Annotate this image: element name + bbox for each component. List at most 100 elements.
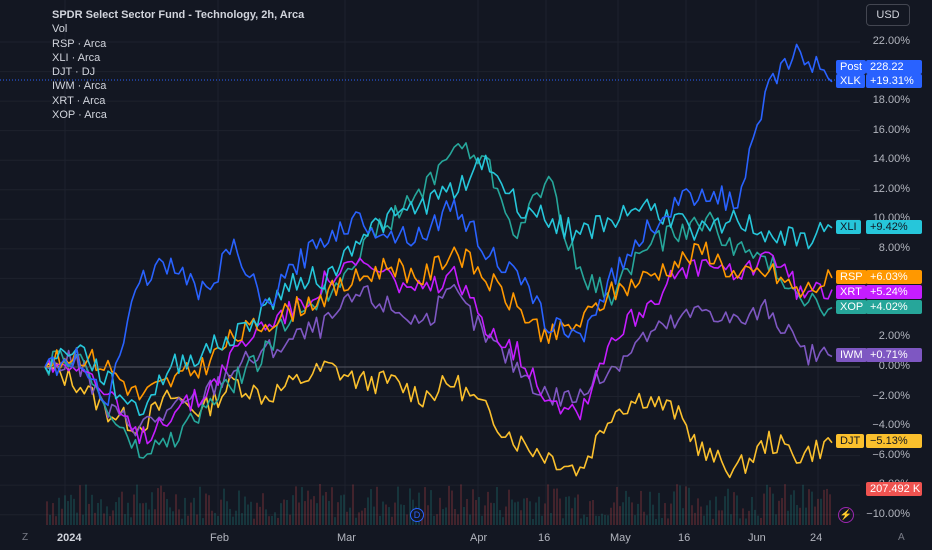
volume-bar xyxy=(328,500,330,525)
volume-bar xyxy=(301,487,303,525)
volume-bar xyxy=(787,510,789,525)
volume-bar xyxy=(136,484,138,525)
volume-bar xyxy=(772,493,774,525)
y-tick-label: 16.00% xyxy=(872,123,910,136)
volume-bar xyxy=(382,501,384,525)
volume-bar xyxy=(550,512,552,525)
volume-bar xyxy=(589,501,591,525)
series-value-tag-xrt: +5.24% xyxy=(866,285,922,299)
event-marker-d[interactable]: D xyxy=(410,508,424,522)
volume-bar xyxy=(667,518,669,525)
volume-bar xyxy=(661,517,663,525)
volume-bar xyxy=(751,497,753,525)
volume-bar xyxy=(685,486,687,525)
legend-item-rsp[interactable]: RSP · Arca xyxy=(52,37,107,50)
volume-bar xyxy=(703,515,705,525)
series-value-tag-xlk: +19.31% xyxy=(866,74,922,88)
bolt-icon[interactable]: ⚡ xyxy=(838,507,854,523)
volume-bar xyxy=(73,498,75,525)
volume-bar xyxy=(151,492,153,525)
series-line-xrt xyxy=(44,251,833,445)
volume-bar xyxy=(520,510,522,525)
volume-bar xyxy=(82,514,84,525)
volume-bar xyxy=(700,506,702,525)
currency-button[interactable]: USD xyxy=(866,4,910,26)
volume-bar xyxy=(697,498,699,525)
volume-bar xyxy=(640,490,642,525)
series-value-tag-djt: −5.13% xyxy=(866,434,922,448)
volume-bar xyxy=(658,492,660,525)
volume-bar xyxy=(604,514,606,525)
x-tick-label: Apr xyxy=(470,532,488,544)
volume-bar xyxy=(235,510,237,525)
volume-bar xyxy=(619,506,621,525)
legend-item-xli[interactable]: XLI · Arca xyxy=(52,51,101,64)
volume-bar xyxy=(718,510,720,525)
volume-bar xyxy=(541,515,543,525)
post-price-value-tag: 228.22 xyxy=(866,60,922,74)
volume-value: 207.492 K xyxy=(870,483,921,495)
x-tick-label: May xyxy=(610,532,631,544)
volume-bar xyxy=(733,492,735,525)
volume-bar xyxy=(388,507,390,525)
volume-bar xyxy=(709,500,711,525)
volume-bar xyxy=(106,506,108,525)
volume-bar xyxy=(469,514,471,525)
volume-bar xyxy=(655,518,657,525)
volume-bar xyxy=(400,504,402,525)
volume-bar xyxy=(178,509,180,525)
volume-bar xyxy=(406,514,408,525)
volume-bar xyxy=(754,509,756,525)
x-tick-label: 2024 xyxy=(57,532,82,544)
volume-bar xyxy=(592,499,594,525)
volume-bar xyxy=(775,514,777,525)
volume-bar xyxy=(76,512,78,525)
volume-bar xyxy=(376,486,378,525)
volume-bar xyxy=(562,518,564,525)
legend-item-xrt[interactable]: XRT · Arca xyxy=(52,94,106,107)
volume-bar xyxy=(67,501,69,525)
volume-bar xyxy=(490,502,492,525)
timezone-toggle[interactable]: Z xyxy=(22,532,29,543)
volume-bar xyxy=(193,497,195,525)
volume-bar xyxy=(712,518,714,525)
volume-bar xyxy=(637,503,639,525)
volume-bar xyxy=(532,518,534,525)
x-tick-label: Feb xyxy=(210,532,229,544)
volume-bar xyxy=(160,485,162,525)
volume-bar xyxy=(325,491,327,525)
volume-bar xyxy=(436,514,438,525)
volume-bar xyxy=(286,499,288,525)
y-tick-label: 18.00% xyxy=(872,94,910,107)
auto-scale-toggle[interactable]: A xyxy=(898,532,905,543)
series-line-rsp xyxy=(44,241,833,401)
volume-bar xyxy=(742,508,744,525)
volume-bar xyxy=(499,510,501,525)
volume-bar xyxy=(463,506,465,525)
y-tick-label: 0.00% xyxy=(878,360,910,372)
volume-bar xyxy=(226,501,228,525)
volume-bar xyxy=(643,511,645,525)
volume-bar xyxy=(280,503,282,525)
volume-bar xyxy=(826,488,828,525)
series-line-djt xyxy=(44,360,833,479)
event-marker-label: D xyxy=(413,510,421,520)
series-value-tag-xop: +4.02% xyxy=(866,300,922,314)
volume-bar xyxy=(706,505,708,525)
volume-bar xyxy=(58,497,60,525)
legend-item-iwm[interactable]: IWM · Arca xyxy=(52,80,107,93)
volume-bar xyxy=(547,484,549,525)
volume-bar xyxy=(451,490,453,525)
volume-bar xyxy=(340,495,342,525)
legend-item-djt[interactable]: DJT · DJ xyxy=(52,66,96,79)
legend-item-xop[interactable]: XOP · Arca xyxy=(52,109,107,122)
volume-bar xyxy=(118,497,120,525)
volume-bar xyxy=(481,515,483,525)
volume-bar xyxy=(622,502,624,525)
volume-bar xyxy=(670,503,672,525)
volume-bar xyxy=(817,498,819,525)
volume-bar xyxy=(223,488,225,525)
volume-bar xyxy=(472,489,474,525)
series-line-iwm xyxy=(44,283,833,437)
legend-item-vol[interactable]: Vol xyxy=(52,23,68,36)
